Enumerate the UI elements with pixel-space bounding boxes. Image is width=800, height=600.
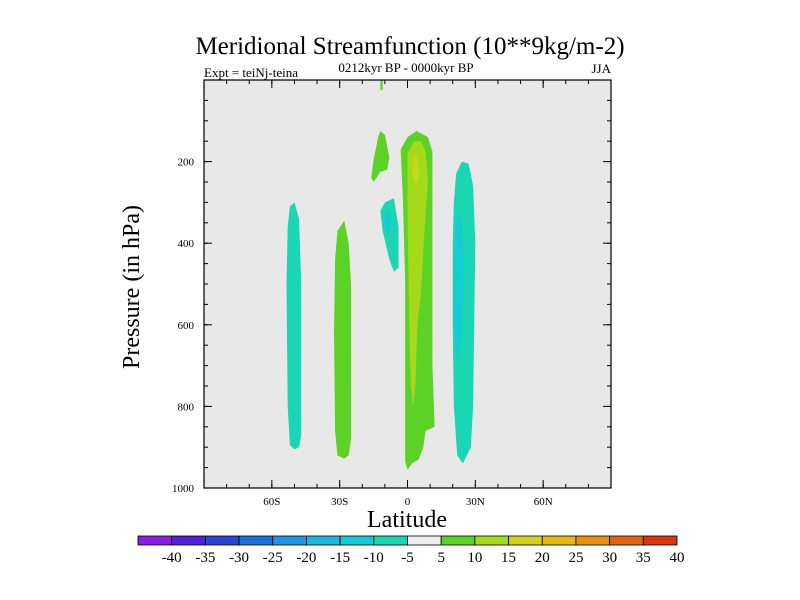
colorbar-label: 30 bbox=[602, 550, 617, 566]
colorbar-swatch bbox=[272, 535, 307, 546]
chart-title: Meridional Streamfunction (10**9kg/m-2) bbox=[195, 33, 624, 60]
region-sh-cell-negative bbox=[286, 202, 302, 450]
region-hadley-positive-core bbox=[407, 141, 428, 407]
region-tropical-negative-core bbox=[384, 210, 392, 235]
x-tick-label: 30N bbox=[466, 496, 485, 508]
colorbar-label: 20 bbox=[535, 550, 550, 566]
colorbar-label: -25 bbox=[263, 550, 283, 566]
colorbar-swatch bbox=[171, 535, 206, 546]
colorbar-label: 10 bbox=[467, 550, 482, 566]
colorbar-label: -30 bbox=[229, 550, 249, 566]
colorbar-swatch bbox=[440, 535, 476, 546]
colorbar-label: -10 bbox=[364, 550, 384, 566]
x-tick-label: 60N bbox=[534, 496, 553, 508]
colorbar-label: 40 bbox=[670, 550, 685, 566]
region-upper-shear-positive bbox=[371, 131, 390, 182]
colorbar-swatch bbox=[238, 535, 274, 546]
x-tick-label: 60S bbox=[263, 496, 280, 508]
contour-regions bbox=[286, 80, 476, 470]
colorbar-label: -40 bbox=[162, 550, 182, 566]
colorbar-swatch bbox=[204, 535, 240, 546]
colorbar-label: 15 bbox=[501, 550, 516, 566]
x-axis-label: Latitude bbox=[367, 507, 447, 533]
y-tick-label: 800 bbox=[178, 401, 195, 413]
experiment-label: Expt = teiNj-teina bbox=[204, 65, 298, 80]
colorbar-swatch bbox=[373, 535, 408, 546]
colorbar-label: 35 bbox=[636, 550, 651, 566]
x-tick-label: 0 bbox=[405, 496, 411, 508]
colorbar-swatch bbox=[508, 535, 543, 546]
colorbar-swatch bbox=[609, 535, 644, 546]
colorbar-label: 25 bbox=[568, 550, 583, 566]
colorbar-label: 5 bbox=[437, 550, 445, 566]
colorbar-swatch bbox=[137, 535, 173, 546]
y-tick-label: 1000 bbox=[172, 483, 195, 495]
colorbar-swatch bbox=[575, 535, 611, 546]
period-label: 0212kyr BP - 0000kyr BP bbox=[338, 60, 473, 75]
colorbar-swatch bbox=[541, 535, 577, 546]
colorbar-label: -15 bbox=[330, 550, 350, 566]
colorbar-swatch bbox=[642, 535, 678, 546]
colorbar-label: -5 bbox=[401, 550, 414, 566]
colorbar-swatch bbox=[407, 535, 442, 546]
colorbar-swatch bbox=[306, 535, 341, 546]
y-axis-label: Pressure (in hPa) bbox=[119, 205, 145, 369]
y-tick-label: 600 bbox=[178, 320, 195, 332]
x-tick-label: 30S bbox=[331, 496, 348, 508]
region-nh-cell-negative-core bbox=[453, 214, 464, 366]
colorbar-swatch bbox=[474, 535, 509, 546]
colorbar-swatch bbox=[339, 535, 375, 546]
season-label: JJA bbox=[591, 61, 611, 76]
axis-ticks: 60S 30S 0 30N 60N 200 400 600 800 1000 bbox=[172, 80, 611, 508]
region-upper-jet-positive bbox=[380, 80, 383, 91]
y-tick-label: 400 bbox=[178, 238, 195, 250]
y-tick-label: 200 bbox=[178, 157, 195, 169]
colorbar-label: -20 bbox=[296, 550, 316, 566]
region-sh-cell-positive bbox=[334, 220, 351, 459]
colorbar: -40 -35 -30 -25 -20 -15 -10 -5 5 10 15 20 25 30 35 40 bbox=[137, 535, 685, 566]
region-hadley-positive-peak bbox=[412, 155, 419, 182]
colorbar-label: -35 bbox=[195, 550, 215, 566]
